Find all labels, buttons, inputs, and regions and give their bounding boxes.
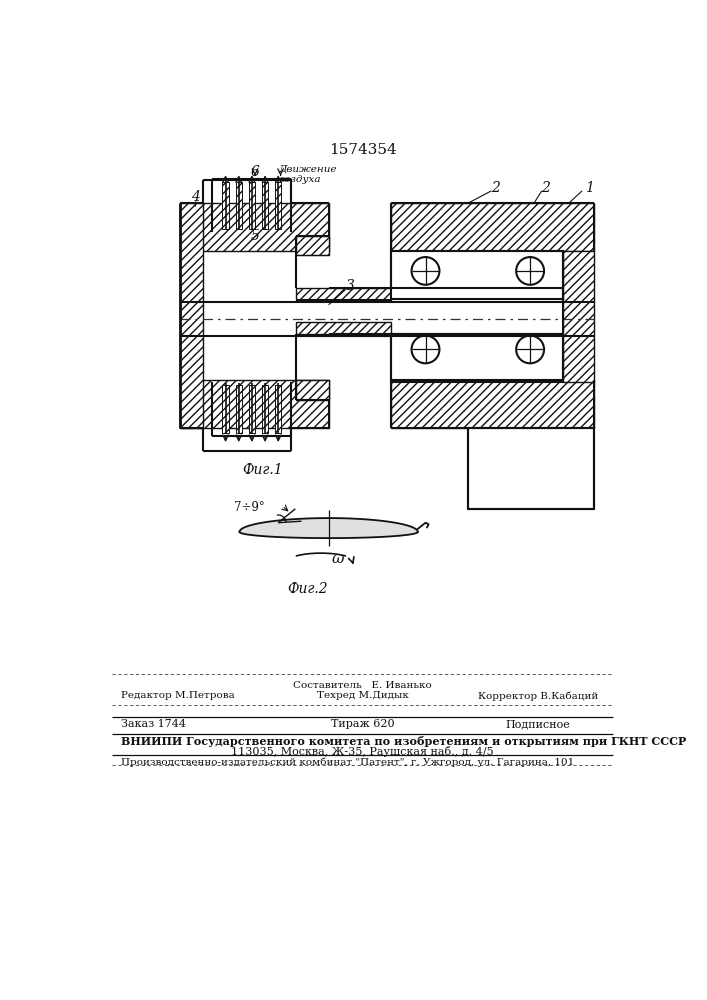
Text: 2: 2 xyxy=(541,181,550,195)
Text: 3: 3 xyxy=(346,279,355,293)
Bar xyxy=(391,203,594,251)
Text: 6: 6 xyxy=(250,165,259,179)
Bar xyxy=(235,182,242,229)
Bar xyxy=(296,380,329,400)
Bar xyxy=(180,203,203,428)
Bar xyxy=(223,182,228,229)
Bar xyxy=(468,428,594,509)
Bar xyxy=(275,182,281,229)
Text: Редактор М.Петрова: Редактор М.Петрова xyxy=(121,691,235,700)
Text: Техред М.Дидык: Техред М.Дидык xyxy=(317,691,409,700)
Bar xyxy=(180,203,329,251)
Bar xyxy=(275,385,281,433)
Bar xyxy=(180,380,329,428)
Text: Подписное: Подписное xyxy=(506,719,571,729)
Text: ВНИИПИ Государственного комитета по изобретениям и открытиям при ГКНТ СССР: ВНИИПИ Государственного комитета по изоб… xyxy=(121,736,686,747)
Bar xyxy=(249,385,255,433)
Bar xyxy=(262,385,268,433)
Text: 7÷9°: 7÷9° xyxy=(233,501,264,514)
Text: Производственно-издательский комбинат "Патент", г. Ужгород, ул. Гагарина, 101: Производственно-издательский комбинат "П… xyxy=(121,758,574,767)
Bar xyxy=(262,182,268,229)
Bar xyxy=(563,251,594,382)
Text: Фиг.2: Фиг.2 xyxy=(287,582,328,596)
Text: Тираж 620: Тираж 620 xyxy=(331,719,395,729)
Text: Фиг.1: Фиг.1 xyxy=(243,463,283,477)
Text: ω: ω xyxy=(332,552,344,566)
Text: Составитель   Е. Иванько: Составитель Е. Иванько xyxy=(293,681,432,690)
Text: 4: 4 xyxy=(191,190,200,204)
Text: 1574354: 1574354 xyxy=(329,143,397,157)
Bar xyxy=(235,385,242,433)
Text: 5: 5 xyxy=(250,229,259,242)
Text: Заказ 1744: Заказ 1744 xyxy=(121,719,186,729)
Bar xyxy=(249,182,255,229)
Text: Корректор В.Кабаций: Корректор В.Кабаций xyxy=(478,691,598,701)
Bar xyxy=(296,322,391,334)
Bar xyxy=(391,380,594,428)
Bar xyxy=(296,235,329,255)
Text: 2: 2 xyxy=(491,181,500,195)
Text: 113035, Москва, Ж-35, Раушская наб., д. 4/5: 113035, Москва, Ж-35, Раушская наб., д. … xyxy=(231,746,494,757)
Bar xyxy=(296,288,391,300)
Bar xyxy=(223,385,228,433)
Text: 1: 1 xyxy=(585,181,593,195)
Bar xyxy=(391,251,563,299)
Text: Движение
воздуха: Движение воздуха xyxy=(279,165,337,184)
Bar xyxy=(391,334,563,382)
Polygon shape xyxy=(240,518,418,538)
